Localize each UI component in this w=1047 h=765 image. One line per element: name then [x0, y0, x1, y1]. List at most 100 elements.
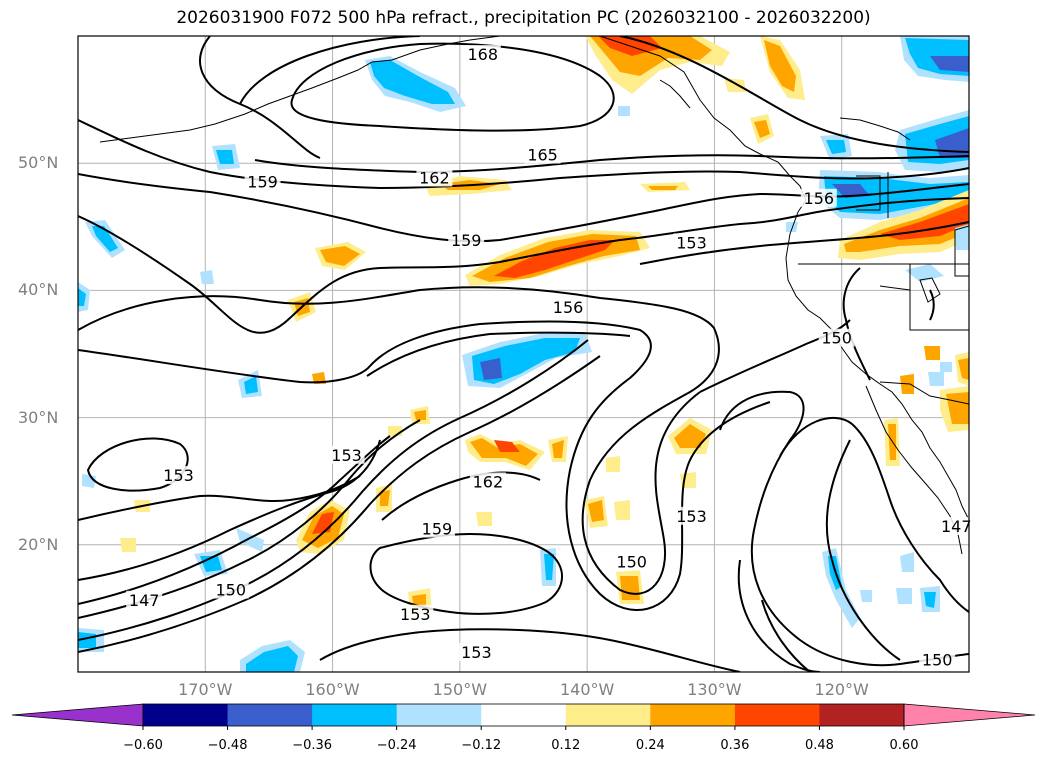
precip-area: [494, 240, 615, 278]
precip-area: [92, 226, 118, 252]
precip-area: [216, 150, 234, 164]
contour-label: 168: [467, 45, 498, 64]
contour-label-background: [212, 580, 249, 599]
precip-area: [120, 538, 136, 552]
latitude-tick-label: 40°N: [18, 280, 59, 300]
contour-label-background: [800, 188, 837, 207]
contour-label-background: [126, 590, 163, 609]
precip-area: [552, 440, 564, 458]
colorbar-tick-label: −0.24: [376, 738, 417, 753]
contour-label: 147: [941, 517, 972, 536]
contour-label-background: [397, 604, 434, 623]
contour-label-background: [938, 516, 975, 535]
refractivity-contours: [78, 36, 969, 672]
precip-area: [888, 424, 896, 460]
colorbar-segment: [143, 704, 229, 726]
contour-label: 156: [553, 298, 584, 317]
precip-area: [786, 222, 798, 232]
precip-area: [78, 288, 86, 306]
contour-label-background: [469, 472, 506, 491]
longitude-tick-label: 150°W: [432, 680, 488, 699]
latitude-tick-label: 20°N: [18, 534, 59, 554]
precip-area: [312, 372, 326, 384]
precip-area: [236, 528, 264, 552]
contour-label: 159: [422, 520, 453, 539]
colorbar-tick-label: −0.60: [123, 738, 163, 753]
precip-area: [955, 224, 969, 250]
contour-label: 150: [616, 553, 647, 572]
contour-label: 153: [461, 643, 492, 662]
contour-label-background: [673, 506, 710, 525]
contour-label-background: [458, 642, 495, 661]
contour-label: 165: [527, 146, 558, 165]
contour-label-background: [416, 168, 453, 187]
contour-label-background: [328, 445, 365, 464]
weather-map: 168 165 162 159 159 156 153 156 150 153 153 162 153 1…: [77, 35, 975, 673]
precip-area: [494, 440, 520, 452]
precip-area: [924, 592, 936, 608]
colorbar-frame: [142, 703, 905, 727]
precip-area: [380, 490, 390, 506]
precip-area: [78, 632, 96, 648]
precip-area: [924, 346, 940, 360]
contour-label: 153: [163, 466, 194, 485]
contour-label: 159: [451, 231, 482, 250]
precip-area: [414, 410, 426, 420]
contour-label: 159: [247, 172, 278, 191]
contour-label-background: [160, 466, 197, 485]
precip-area: [880, 204, 969, 240]
precip-area: [896, 588, 912, 604]
precip-area: [905, 264, 944, 282]
precip-area: [724, 78, 746, 92]
contour-label-background: [919, 650, 956, 669]
colorbar-tick-label: −0.36: [292, 738, 333, 753]
precip-area: [754, 120, 770, 138]
precip-area: [388, 426, 402, 436]
longitude-tick-label: 130°W: [687, 680, 742, 699]
contour-label: 150: [821, 329, 852, 348]
latitude-tick-label: 30°N: [18, 407, 59, 427]
precip-area: [370, 60, 455, 104]
colorbar-arrow-high: [903, 703, 1036, 727]
colorbar-segment: [819, 704, 905, 726]
contour-label-background: [550, 298, 587, 317]
longitude-tick-label: 140°W: [559, 680, 615, 699]
colorbar-tick-label: 0.12: [551, 738, 581, 753]
contour-label-background: [448, 230, 485, 249]
precip-area: [860, 590, 872, 602]
precip-area: [588, 500, 604, 522]
colorbar-segment: [481, 704, 567, 726]
contour-label: 156: [804, 189, 835, 208]
contour-label: 147: [129, 591, 160, 610]
latitude-tick-label: 50°N: [18, 153, 59, 173]
contour-label: 162: [419, 168, 450, 187]
precip-area: [606, 456, 620, 472]
colorbar-segment: [734, 704, 820, 726]
colorbar-tick-label: −0.12: [461, 738, 502, 753]
precip-area: [674, 424, 706, 448]
colorbar-segment: [227, 704, 313, 726]
contour-label-background: [613, 552, 650, 571]
precip-area: [844, 198, 969, 252]
contour-label: 150: [215, 581, 246, 600]
precip-area: [618, 106, 630, 116]
precip-area: [200, 270, 214, 284]
contour-label-background: [673, 233, 710, 252]
contour-label-background: [818, 328, 855, 347]
precip-area: [476, 512, 492, 526]
precip-area: [620, 576, 640, 600]
precip-area: [826, 140, 846, 154]
precip-area: [764, 40, 796, 92]
contour-label-background: [524, 145, 561, 164]
contour-label: 162: [473, 472, 504, 491]
contour-label: 153: [331, 446, 362, 465]
contour-label-background: [418, 519, 455, 538]
colorbar-tick-label: 0.24: [635, 738, 665, 753]
precip-area: [480, 358, 502, 380]
contour-label-background: [244, 172, 281, 191]
contour-label: 153: [676, 507, 707, 526]
precip-area: [648, 186, 678, 190]
precip-area: [928, 372, 944, 386]
colorbar-segment: [312, 704, 398, 726]
map-title: 2026031900 F072 500 hPa refract., precip…: [176, 8, 871, 28]
